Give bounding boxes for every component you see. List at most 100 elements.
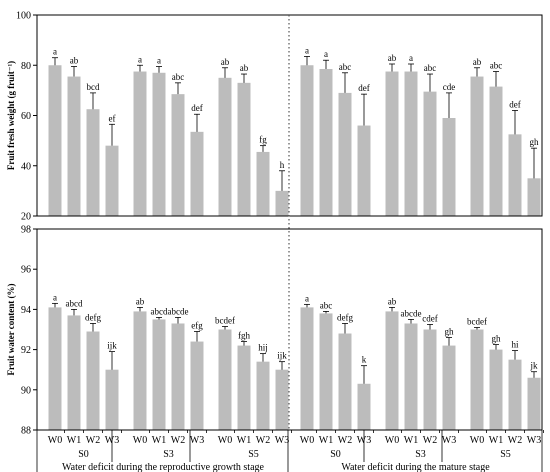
significance-letter: h [280,160,285,170]
bar [133,311,147,430]
bar [275,369,289,430]
bar [105,369,119,430]
bar [190,341,204,430]
significance-letter: a [53,292,57,302]
x-category-label: W0 [133,435,147,446]
bar [300,65,314,216]
significance-letter: k [362,355,367,365]
significance-letter: a [138,54,142,64]
bar [48,307,62,430]
bar [218,77,232,216]
x-category-label: W2 [256,435,270,446]
bar [338,92,352,216]
bar [275,190,289,216]
x-category-label: W3 [275,435,289,446]
significance-letter: a [157,56,161,66]
bar [171,323,185,430]
y-tick-label: 94 [21,305,31,316]
significance-letter: ab [388,296,397,306]
bar [237,345,251,430]
x-category-label: W1 [67,435,81,446]
x-category-label: W1 [489,435,503,446]
significance-letter: abcd [151,306,168,316]
bar [508,359,522,430]
significance-letter: defg [85,312,101,322]
bar [357,125,371,216]
significance-letter: ab [221,57,230,67]
text-layer: 20 40 60 80 100 Fruit fresh weight (g fruit⁻¹… [6,11,541,472]
significance-letter: abcde [401,308,422,318]
x-category-label: W2 [86,435,100,446]
y-tick-label: 100 [16,11,31,22]
x-category-label: W0 [470,435,484,446]
x-category-label: W1 [319,435,333,446]
significance-letter: ab [240,63,249,73]
bar [489,349,503,430]
x-category-label: W3 [357,435,371,446]
bar [423,329,437,430]
y-tick-label: 80 [21,61,31,72]
bar [404,71,418,216]
significance-letter: a [305,45,309,55]
bar [319,69,333,216]
significance-letter: fgh [238,331,250,341]
y-tick-label: 40 [21,161,31,172]
significance-letter: def [509,99,521,109]
significance-letter: ab [473,57,482,67]
bar [86,331,100,430]
significance-letter: abc [320,300,333,310]
bar [300,307,314,430]
y-tick-label: 88 [21,426,31,437]
group-label: S0 [330,449,341,460]
bar [67,315,81,430]
bar [319,313,333,430]
significance-letter: a [305,293,309,303]
y-axis-title: Fruit fresh weight (g fruit⁻¹) [6,61,16,170]
group-label: S0 [78,449,89,460]
significance-letter: def [191,103,203,113]
x-category-label: W1 [152,435,166,446]
bar [470,76,484,217]
bar [256,361,270,430]
significance-letter: ijk [277,351,287,361]
bar [86,109,100,216]
y-tick-label: 60 [21,111,31,122]
significance-letter: abc [339,62,352,72]
bar [152,319,166,430]
bar [237,82,251,217]
significance-letter: bcd [87,82,100,92]
group-label: S3 [163,449,174,460]
bar [385,311,399,430]
significance-letter: ab [136,296,145,306]
bar [385,71,399,216]
bars-layer [48,56,541,430]
bar [423,91,437,216]
significance-letter: hij [258,343,268,353]
x-category-label: W3 [105,435,119,446]
x-category-label: W0 [300,435,314,446]
bar [152,72,166,216]
significance-letter: bcdef [467,316,487,326]
x-category-label: W2 [508,435,522,446]
significance-letter: efg [191,321,203,331]
bar [48,65,62,216]
significance-letter: a [53,47,57,57]
significance-letter: abcde [168,306,189,316]
bar [527,377,541,430]
significance-letter: gh [492,334,502,344]
significance-letter: fg [259,135,267,145]
significance-letter: ab [388,53,397,63]
y-tick-label: 92 [21,345,31,356]
bar [489,86,503,216]
bar [357,383,371,430]
significance-letter: ijk [107,341,117,351]
significance-letter: abcd [66,298,83,308]
x-category-label: W1 [237,435,251,446]
bar [470,329,484,430]
bar [218,329,232,430]
bar [133,71,147,216]
significance-letter: gh [445,327,455,337]
y-tick-label: 90 [21,385,31,396]
bar [105,145,119,216]
